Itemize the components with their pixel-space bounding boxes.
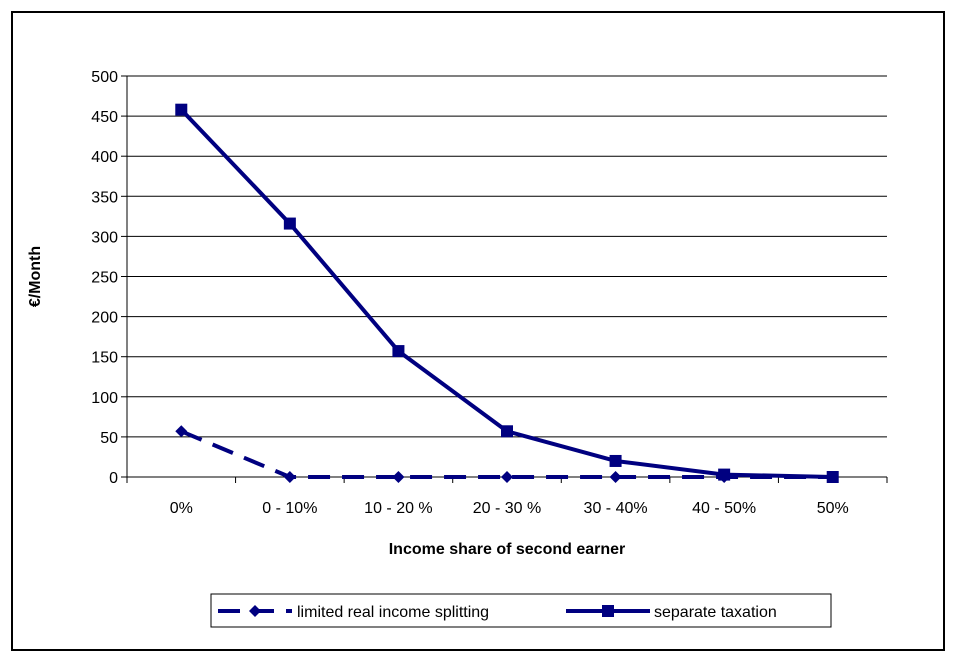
x-tick-label-0-10: 0 - 10% bbox=[262, 500, 317, 517]
legend: limited real income splitting separate t… bbox=[210, 593, 832, 628]
y-tick-label-250: 250 bbox=[91, 270, 118, 287]
chart-frame bbox=[11, 11, 945, 651]
data-point-separate-taxation-3 bbox=[501, 425, 513, 438]
legend-label-limited-real-income-splitting: limited real income splitting bbox=[297, 604, 489, 621]
data-point-limited-real-income-splitting-3 bbox=[501, 471, 513, 483]
y-tick-label-350: 350 bbox=[91, 189, 118, 206]
data-point-separate-taxation-6 bbox=[826, 471, 839, 483]
x-tick-label-50: 50% bbox=[817, 500, 849, 517]
data-point-limited-real-income-splitting-4 bbox=[609, 471, 622, 483]
series-line-limited-real-income-splitting bbox=[180, 429, 833, 479]
y-tick-label-300: 300 bbox=[91, 229, 118, 246]
x-tick-label-30-40: 30 - 40% bbox=[584, 500, 648, 517]
y-tick-label-150: 150 bbox=[91, 350, 118, 367]
y-tick-labels: 0 50 100 150 200 250 300 350 400 450 500 bbox=[91, 69, 118, 487]
legend-entry-separate-taxation: separate taxation bbox=[566, 604, 777, 621]
data-point-separate-taxation-5 bbox=[718, 468, 731, 481]
legend-diamond-marker bbox=[249, 605, 261, 617]
y-tick-label-0: 0 bbox=[109, 470, 118, 487]
x-tick-label-0: 0% bbox=[170, 500, 193, 517]
data-point-separate-taxation-4 bbox=[609, 454, 622, 467]
legend-square-marker bbox=[602, 605, 614, 617]
legend-entry-limited-real-income-splitting: limited real income splitting bbox=[218, 604, 489, 621]
data-point-separate-taxation-1 bbox=[283, 217, 296, 230]
y-tick-label-200: 200 bbox=[91, 310, 118, 327]
data-point-separate-taxation-0 bbox=[175, 103, 188, 116]
x-tick-label-40-50: 40 - 50% bbox=[692, 500, 756, 517]
x-tick-label-10-20: 10 - 20 % bbox=[364, 500, 432, 517]
data-point-limited-real-income-splitting-0 bbox=[175, 425, 188, 438]
series-layer bbox=[175, 103, 839, 483]
data-point-separate-taxation-2 bbox=[392, 345, 405, 358]
gridlines bbox=[121, 75, 888, 483]
series-separate-taxation bbox=[175, 103, 839, 483]
legend-box bbox=[210, 593, 832, 628]
legend-label-separate-taxation: separate taxation bbox=[654, 604, 777, 621]
y-tick-label-400: 400 bbox=[91, 149, 118, 166]
x-tick-labels: 0% 0 - 10% 10 - 20 % 20 - 30 % 30 - 40% 40 - … bbox=[170, 500, 849, 517]
y-tick-label-450: 450 bbox=[91, 109, 118, 126]
series-line-separate-taxation bbox=[179, 108, 833, 479]
y-axis-title: €/Month bbox=[27, 246, 44, 307]
y-tick-label-500: 500 bbox=[91, 69, 118, 86]
line-chart: 0 50 100 150 200 250 300 350 400 450 500 0% 0 - 10%… bbox=[27, 69, 888, 628]
data-point-limited-real-income-splitting-2 bbox=[392, 471, 405, 483]
x-axis-title: Income share of second earner bbox=[389, 541, 626, 558]
x-tick-label-20-30: 20 - 30 % bbox=[473, 500, 541, 517]
y-tick-label-100: 100 bbox=[91, 390, 118, 407]
data-point-limited-real-income-splitting-1 bbox=[283, 471, 296, 483]
y-tick-label-50: 50 bbox=[100, 430, 118, 447]
